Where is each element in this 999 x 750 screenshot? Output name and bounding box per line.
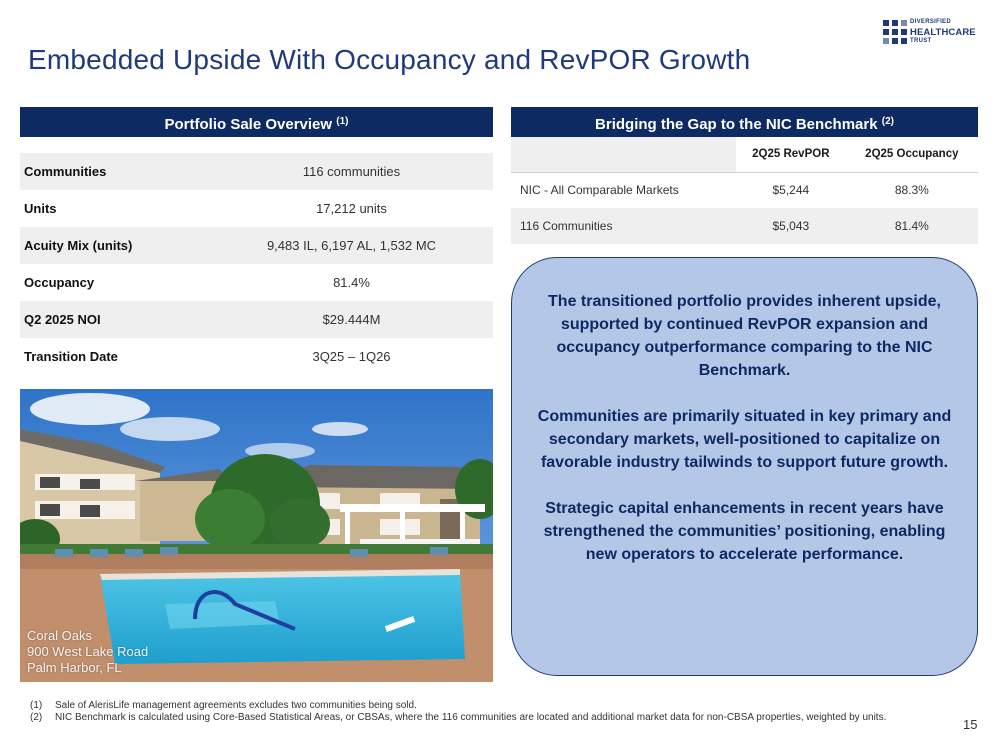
row-name: NIC - All Comparable Markets <box>511 172 736 208</box>
row-value: 9,483 IL, 6,197 AL, 1,532 MC <box>210 227 493 264</box>
benchmark-header-title: Bridging the Gap to the NIC Benchmark <box>595 116 878 133</box>
table-row: Communities 116 communities <box>20 153 493 190</box>
row-label: Transition Date <box>20 338 210 375</box>
table-row: NIC - All Comparable Markets $5,244 88.3… <box>511 172 978 208</box>
row-label: Q2 2025 NOI <box>20 301 210 338</box>
benchmark-header-footnote-ref: (2) <box>881 116 894 127</box>
row-name: 116 Communities <box>511 208 736 244</box>
table-row: Units 17,212 units <box>20 190 493 227</box>
footnote-item: (1) Sale of AlerisLife management agreem… <box>30 700 930 712</box>
callout-paragraph-1: The transitioned portfolio provides inhe… <box>548 293 941 379</box>
footnote-number: (2) <box>30 712 43 723</box>
table-header-row: 2Q25 RevPOR 2Q25 Occupancy <box>511 137 978 172</box>
row-revpor: $5,043 <box>736 208 846 244</box>
row-revpor: $5,244 <box>736 172 846 208</box>
portfolio-header-title: Portfolio Sale Overview <box>164 116 333 133</box>
row-label: Communities <box>20 153 210 190</box>
portfolio-header-footnote-ref: (1) <box>336 116 349 127</box>
portfolio-overview-table: Communities 116 communities Units 17,212… <box>20 153 493 375</box>
row-label: Acuity Mix (units) <box>20 227 210 264</box>
row-value: 17,212 units <box>210 190 493 227</box>
pool-scene-illustration <box>20 389 493 682</box>
footnote-text: Sale of AlerisLife management agreements… <box>55 700 417 711</box>
caption-street-address: 900 West Lake Road <box>27 644 149 659</box>
row-value: 3Q25 – 1Q26 <box>210 338 493 375</box>
footnote-number: (1) <box>30 700 43 711</box>
row-occupancy: 88.3% <box>845 172 978 208</box>
row-value: 116 communities <box>210 153 493 190</box>
property-photo: Coral Oaks 900 West Lake Road Palm Harbo… <box>20 389 493 682</box>
page-title: Embedded Upside With Occupancy and RevPO… <box>28 44 751 75</box>
logo-text: DIVERSIFIED HEALTHCARE TRUST <box>910 18 976 46</box>
table-row: 116 Communities $5,043 81.4% <box>511 208 978 244</box>
caption-property-name: Coral Oaks <box>27 628 93 643</box>
callout-paragraph-2: Communities are primarily situated in ke… <box>537 408 952 471</box>
footnote-text: NIC Benchmark is calculated using Core-B… <box>55 712 887 723</box>
company-logo: DIVERSIFIED HEALTHCARE TRUST <box>883 18 983 46</box>
row-label: Units <box>20 190 210 227</box>
logo-line-1: DIVERSIFIED <box>910 19 951 25</box>
row-value: 81.4% <box>210 264 493 301</box>
portfolio-sale-overview-header: Portfolio Sale Overview (1) <box>20 107 493 137</box>
table-row: Occupancy 81.4% <box>20 264 493 301</box>
caption-city-state: Palm Harbor, FL <box>27 660 122 675</box>
nic-benchmark-table: 2Q25 RevPOR 2Q25 Occupancy NIC - All Com… <box>511 137 978 244</box>
column-header-revpor: 2Q25 RevPOR <box>736 137 846 172</box>
row-value: $29.444M <box>210 301 493 338</box>
row-occupancy: 81.4% <box>845 208 978 244</box>
page-number: 15 <box>963 717 978 732</box>
callout-paragraph-3: Strategic capital enhancements in recent… <box>543 500 946 563</box>
logo-line-3: TRUST <box>910 38 932 44</box>
table-row: Q2 2025 NOI $29.444M <box>20 301 493 338</box>
row-label: Occupancy <box>20 264 210 301</box>
footnotes: (1) Sale of AlerisLife management agreem… <box>30 700 930 724</box>
key-takeaways-callout: The transitioned portfolio provides inhe… <box>511 257 978 676</box>
photo-caption: Coral Oaks 900 West Lake Road Palm Harbo… <box>27 628 148 676</box>
footnote-item: (2) NIC Benchmark is calculated using Co… <box>30 712 930 724</box>
logo-line-2: HEALTHCARE <box>910 27 976 38</box>
blank-header-cell <box>511 137 736 172</box>
logo-mark-icon <box>883 20 907 44</box>
nic-benchmark-header: Bridging the Gap to the NIC Benchmark (2… <box>511 107 978 137</box>
column-header-occupancy: 2Q25 Occupancy <box>845 137 978 172</box>
table-row: Transition Date 3Q25 – 1Q26 <box>20 338 493 375</box>
table-row: Acuity Mix (units) 9,483 IL, 6,197 AL, 1… <box>20 227 493 264</box>
